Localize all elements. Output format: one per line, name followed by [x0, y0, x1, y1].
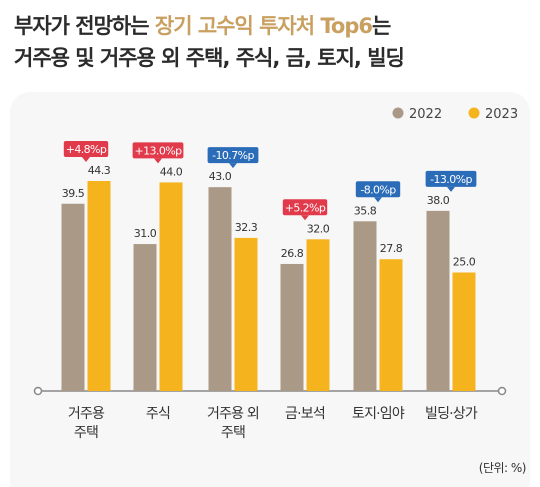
bar-2022-2 [133, 244, 157, 391]
category-label-4-line-1: 금·보석 [285, 406, 325, 422]
change-badge-pointer-3 [229, 163, 237, 169]
change-badge-2 [132, 142, 184, 159]
bar-2023-3 [234, 237, 258, 391]
change-badge-pointer-1 [82, 157, 90, 162]
change-badge-3 [207, 147, 259, 164]
bar-2022-1 [61, 203, 85, 391]
value-label-2023-6: 25.0 [453, 255, 476, 268]
axis-end-left [33, 386, 43, 396]
category-label-5-line-1: 토지·임야 [352, 406, 405, 422]
bar-2022-4 [280, 263, 304, 391]
change-label-6: -13.0%p [430, 173, 472, 186]
title-line-2: 거주용 및 거주용 외 주택, 주식, 금, 토지, 빌딩 [14, 46, 405, 70]
change-badge-pointer-4 [301, 215, 309, 221]
title-suffix: 는 [371, 14, 391, 38]
change-badge-5 [355, 181, 401, 198]
value-label-2022-1: 39.5 [62, 187, 85, 200]
bar-2022-5 [353, 221, 377, 391]
change-label-5: -8.0%p [360, 183, 396, 196]
change-badge-6 [425, 170, 477, 187]
change-label-3: -10.7%p [212, 149, 254, 162]
value-label-2022-2: 31.0 [134, 227, 157, 240]
legend-label-2022: 2022 [409, 107, 442, 122]
change-badge-pointer-5 [374, 197, 382, 203]
bar-2022-6 [426, 210, 450, 391]
value-label-2023-1: 44.3 [88, 164, 111, 177]
value-label-2022-6: 38.0 [427, 194, 450, 207]
change-badge-pointer-6 [447, 186, 455, 192]
value-label-2022-5: 35.8 [354, 204, 377, 217]
value-label-2023-5: 27.8 [380, 242, 403, 255]
title-line-1: 부자가 전망하는 장기 고수익 투자처 Top6는 [14, 10, 404, 42]
title-highlight: 장기 고수익 투자처 Top6 [154, 14, 373, 38]
category-label-1-line-1: 거주용 [68, 406, 105, 422]
change-label-1: +4.8%p [66, 143, 107, 156]
change-badge-1 [63, 141, 109, 157]
value-label-2023-2: 44.0 [160, 165, 183, 178]
category-label-3-line-2: 주택 [221, 425, 245, 441]
category-label-1-line-2: 주택 [74, 425, 98, 441]
category-label-6-line-1: 빌딩·상가 [425, 406, 478, 422]
bar-2023-4 [306, 239, 330, 391]
legend-label-2023: 2023 [485, 107, 518, 122]
legend-marker-2023 [468, 107, 480, 119]
category-label-3-line-1: 거주용 외 [207, 406, 259, 422]
bar-2023-6 [452, 272, 476, 391]
axis-end-right [497, 386, 507, 396]
value-label-2022-3: 43.0 [209, 170, 232, 183]
value-label-2022-4: 26.8 [281, 247, 304, 260]
unit-label: (단위: %) [478, 461, 527, 475]
change-label-4: +5.2%p [285, 201, 326, 214]
value-label-2023-4: 32.0 [307, 222, 330, 235]
value-label-2023-3: 32.3 [235, 221, 258, 234]
chart-title: 부자가 전망하는 장기 고수익 투자처 Top6는 거주용 및 거주용 외 주택… [14, 10, 405, 74]
change-badge-4 [282, 199, 328, 216]
bar-2022-3 [208, 187, 232, 391]
title-prefix: 부자가 전망하는 [14, 14, 150, 38]
bar-2023-2 [159, 182, 183, 391]
change-label-2: +13.0%p [135, 144, 183, 157]
change-badge-pointer-2 [154, 158, 162, 164]
legend-marker-2022 [392, 107, 404, 119]
category-label-2-line-1: 주식 [146, 406, 170, 422]
bar-2023-5 [379, 259, 403, 391]
bar-2023-1 [87, 181, 111, 391]
